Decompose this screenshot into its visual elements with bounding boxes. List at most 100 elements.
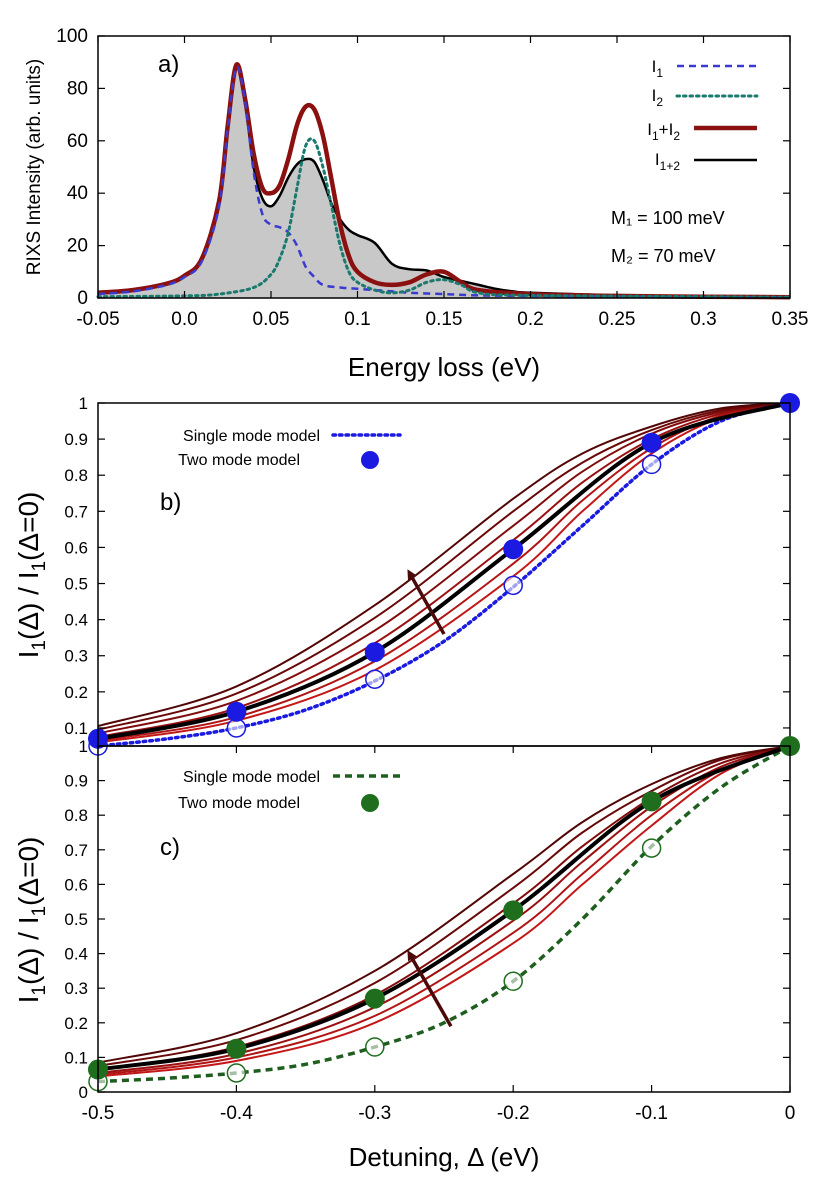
panel-b-ticks: 0.1 0.2 0.3 0.4 0.5 0.6 0.7 0.8 0.9 1 bbox=[64, 394, 790, 738]
panel-c-ytick-label: 0.4 bbox=[64, 945, 88, 964]
panel-b-ytick-label: 0.5 bbox=[64, 575, 88, 594]
panel-c-ticks: -0.5 -0.4 -0.3 -0.2 -0.1 0 0 0.1 0.2 0.3 0.4 0.5 0.6… bbox=[64, 737, 795, 1124]
panel-a-xtick-label: -0.05 bbox=[76, 309, 119, 330]
panel-c-xtick-label: 0 bbox=[785, 1103, 796, 1124]
panel-a-ytick-label: 40 bbox=[67, 183, 88, 204]
panel-b-family-curve bbox=[97, 402, 791, 731]
panel-c-two-mode-point bbox=[364, 988, 385, 1009]
panel-c-ytick-label: 0.6 bbox=[64, 875, 88, 894]
panel-c-two-mode-point bbox=[503, 900, 524, 921]
panel-b-ytick-label: 0.2 bbox=[64, 683, 88, 702]
legend-label-two-mode-b: Two mode model bbox=[178, 452, 300, 469]
annotation-m1: M₁ = 100 meV bbox=[611, 208, 725, 228]
panel-c-single-mode-point bbox=[503, 971, 523, 992]
panel-a-ylabel: RIXS Intensity (arb. units) bbox=[24, 59, 45, 275]
panel-c-legend: Single mode model Two mode model bbox=[178, 769, 400, 812]
panel-c-ytick-label: 0.9 bbox=[64, 772, 88, 791]
panel-a-ticks: -0.05 0.0 0.05 0.1 0.15 0.2 0.25 0.3 0.35 0 20 40 60… bbox=[56, 26, 808, 330]
panel-c-family-curve bbox=[97, 745, 791, 1078]
panel-b-ytick-label: 0.6 bbox=[64, 538, 88, 557]
panel-c-xtick-label: -0.5 bbox=[82, 1103, 115, 1124]
panel-a-xtick-label: 0.15 bbox=[426, 309, 463, 330]
panel-b-single-mode-point bbox=[365, 669, 385, 689]
legend-label-single-mode-b: Single mode model bbox=[183, 428, 320, 445]
panel-c-xtick-label: -0.1 bbox=[635, 1103, 668, 1124]
panel-c-label: c) bbox=[160, 834, 180, 861]
panel-b-ytick-label: 0.4 bbox=[64, 611, 88, 630]
panel-c-ytick-label: 0.1 bbox=[64, 1048, 88, 1067]
panel-a-ytick-label: 60 bbox=[67, 131, 88, 152]
panel-a-label: a) bbox=[158, 51, 179, 78]
panel-a-xtick-label: 0.0 bbox=[171, 309, 197, 330]
panel-c-xlabel: Detuning, Δ (eV) bbox=[349, 1142, 540, 1172]
panel-c-xtick-label: -0.3 bbox=[358, 1103, 391, 1124]
legend-marker-two-mode-b bbox=[361, 451, 379, 469]
panel-b-single-mode-point bbox=[503, 575, 523, 596]
panel-c-ytick-label: 0.5 bbox=[64, 910, 88, 929]
panel-b-ytick-label: 0.9 bbox=[64, 430, 88, 449]
panel-b-ytick-label: 0.7 bbox=[64, 502, 88, 521]
panel-a-xtick-label: 0.35 bbox=[772, 309, 809, 330]
panel-b-single-mode-curve bbox=[96, 401, 792, 748]
panel-a-ytick-label: 80 bbox=[67, 78, 88, 99]
panel-c-single-mode-curve bbox=[97, 744, 791, 1084]
panel-c-ytick-label: 0.3 bbox=[64, 979, 88, 998]
legend-label-i1: I1 bbox=[652, 57, 664, 80]
series-i1-line bbox=[97, 65, 791, 299]
panel-a-xtick-label: 0.25 bbox=[599, 309, 636, 330]
panel-a-xlabel: Energy loss (eV) bbox=[348, 352, 540, 382]
panel-c-ytick-label: 0 bbox=[79, 1083, 88, 1102]
panel-b-ytick-label: 0.3 bbox=[64, 647, 88, 666]
panel-c-family-curve bbox=[97, 745, 791, 1067]
panel-b-ytick-label: 1 bbox=[79, 394, 88, 413]
panel-c-single-mode-point bbox=[641, 838, 662, 858]
legend-entry-i1plus2: I1+2 bbox=[655, 150, 757, 173]
panel-b-trend-arrow bbox=[407, 569, 446, 635]
panel-c-two-mode-point bbox=[641, 791, 662, 812]
panel-a-plot-area bbox=[96, 62, 792, 300]
series-i1plus2-fill bbox=[98, 67, 790, 299]
panel-b-two-mode-point bbox=[364, 642, 385, 663]
panel-c-single-mode-point bbox=[226, 1063, 247, 1083]
panel-c-ylabel: I1(Δ) / I1(Δ=0) bbox=[13, 837, 50, 1004]
legend-label-single-mode-c: Single mode model bbox=[183, 769, 320, 786]
panel-c-ytick-label: 0.2 bbox=[64, 1014, 88, 1033]
panel-a-xtick-label: 0.3 bbox=[690, 309, 716, 330]
panel-c-trend-arrow bbox=[407, 950, 453, 1028]
panel-c-ytick-label: 0.8 bbox=[64, 806, 88, 825]
legend-label-two-mode-c: Two mode model bbox=[178, 795, 300, 812]
series-i2-line bbox=[96, 137, 792, 299]
panel-b: 0.1 0.2 0.3 0.4 0.5 0.6 0.7 0.8 0.9 1 b) I1(Δ) / … bbox=[13, 393, 800, 756]
panel-a-legend: I1 I2 I1+I2 I1+2 bbox=[647, 57, 759, 173]
panel-b-ytick-label: 0.8 bbox=[64, 466, 88, 485]
panel-a-xtick-label: 0.1 bbox=[344, 309, 370, 330]
panel-c-family-curve bbox=[97, 745, 791, 1064]
panel-a-ytick-label: 100 bbox=[56, 26, 88, 47]
legend-marker-two-mode-c bbox=[361, 794, 379, 812]
panel-b-plot-area bbox=[88, 393, 800, 756]
panel-a: -0.05 0.0 0.05 0.1 0.15 0.2 0.25 0.3 0.35 0 20 40 60… bbox=[24, 26, 808, 382]
legend-label-i1-plus-i2: I1+I2 bbox=[647, 120, 680, 143]
panel-b-family-curve bbox=[97, 402, 791, 735]
legend-entry-i2: I2 bbox=[652, 86, 759, 109]
panel-a-ytick-label: 20 bbox=[67, 236, 88, 257]
panel-c: -0.5 -0.4 -0.3 -0.2 -0.1 0 0 0.1 0.2 0.3 0.4 0.5 0.6… bbox=[13, 736, 800, 1172]
panel-b-label: b) bbox=[160, 489, 181, 516]
annotation-m2: M₂ = 70 meV bbox=[611, 246, 716, 266]
panel-c-xtick-label: -0.4 bbox=[220, 1103, 253, 1124]
panel-c-plot-area bbox=[88, 736, 800, 1092]
legend-entry-i1: I1 bbox=[652, 57, 757, 80]
panel-b-legend: Single mode model Two mode model bbox=[178, 428, 402, 469]
panel-a-xtick-label: 0.2 bbox=[517, 309, 543, 330]
panel-a-ytick-label: 0 bbox=[77, 288, 88, 309]
panel-b-ylabel: I1(Δ) / I1(Δ=0) bbox=[13, 492, 50, 659]
panel-c-ytick-label: 0.7 bbox=[64, 841, 88, 860]
panel-c-xtick-label: -0.2 bbox=[497, 1103, 530, 1124]
panel-b-two-mode-point bbox=[641, 432, 662, 453]
panel-b-ytick-label: 0.1 bbox=[64, 719, 88, 738]
legend-entry-i1-plus-i2: I1+I2 bbox=[647, 120, 757, 143]
panel-b-two-mode-point bbox=[226, 701, 247, 722]
legend-label-i1plus2: I1+2 bbox=[655, 150, 680, 173]
panel-c-single-mode-point bbox=[365, 1037, 385, 1057]
